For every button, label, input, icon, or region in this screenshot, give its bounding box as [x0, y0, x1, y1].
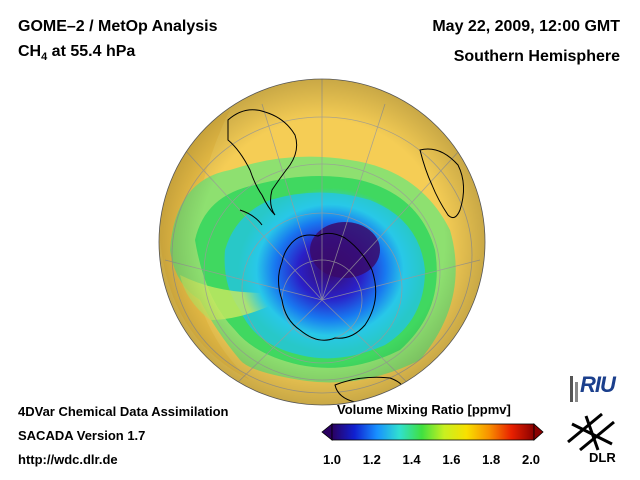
species-subscript: 4: [41, 51, 48, 64]
species-label: CH4 at 55.4 hPa: [18, 43, 135, 63]
footer-version: SACADA Version 1.7: [18, 428, 146, 443]
colorbar-tick-label: 2.0: [521, 452, 541, 467]
colorbar-left-arrow: [321, 423, 333, 441]
analysis-title: GOME–2 / MetOp Analysis: [18, 18, 218, 35]
hemisphere-label: Southern Hemisphere: [453, 48, 620, 65]
footer-method: 4DVar Chemical Data Assimilation: [18, 404, 229, 419]
colorbar-tick-label: 1.8: [482, 452, 501, 467]
colorbar-tick-label: 1.2: [362, 452, 381, 467]
footer-url: http://wdc.dlr.de: [18, 452, 118, 467]
colorbar-title: Volume Mixing Ratio [ppmv]: [337, 402, 511, 417]
colorbar: [321, 423, 544, 441]
colorbar-tick-label: 1.6: [442, 452, 461, 467]
datetime-label: May 22, 2009, 12:00 GMT: [432, 18, 620, 35]
colorbar-gradient: [331, 423, 535, 441]
dlr-logo-mark: [567, 412, 615, 452]
species-suffix: at 55.4 hPa: [47, 43, 136, 60]
colorbar-right-arrow: [533, 423, 544, 441]
riu-logo-mark: [570, 376, 578, 402]
colorbar-tick-label: 1.4: [402, 452, 421, 467]
species-prefix: CH: [18, 43, 42, 60]
colorbar-tick-label: 1.0: [322, 452, 342, 467]
dlr-logo-text: DLR: [589, 450, 616, 465]
riu-logo-text: RIU: [580, 372, 616, 397]
